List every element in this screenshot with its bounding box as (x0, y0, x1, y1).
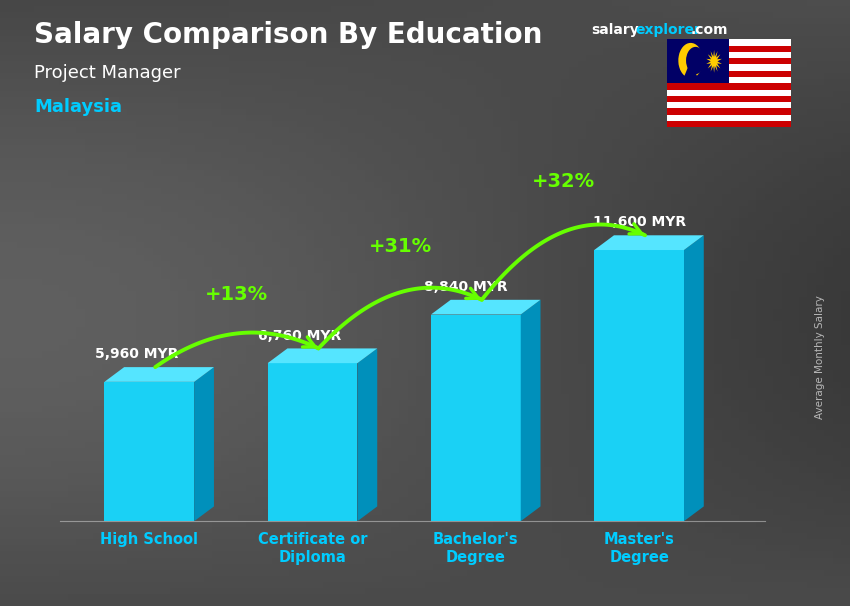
Text: 5,960 MYR: 5,960 MYR (94, 347, 178, 361)
Polygon shape (684, 235, 704, 521)
Bar (667, 115, 790, 121)
Polygon shape (194, 367, 214, 521)
FancyBboxPatch shape (105, 382, 194, 521)
Polygon shape (358, 348, 377, 521)
Polygon shape (706, 50, 722, 73)
Text: +31%: +31% (369, 236, 432, 256)
Text: 6,760 MYR: 6,760 MYR (258, 328, 341, 342)
Text: +13%: +13% (206, 285, 269, 304)
Polygon shape (268, 348, 377, 363)
FancyBboxPatch shape (594, 250, 684, 521)
Polygon shape (431, 300, 541, 315)
Text: Salary Comparison By Education: Salary Comparison By Education (34, 21, 542, 49)
Bar (667, 108, 790, 115)
Bar (667, 77, 790, 84)
FancyBboxPatch shape (268, 363, 358, 521)
FancyBboxPatch shape (431, 315, 521, 521)
Bar (667, 39, 790, 45)
Text: salary: salary (591, 23, 638, 37)
Bar (667, 121, 790, 127)
Text: Average Monthly Salary: Average Monthly Salary (815, 296, 825, 419)
Bar (667, 45, 790, 52)
Text: 11,600 MYR: 11,600 MYR (592, 215, 686, 230)
Bar (667, 64, 790, 71)
Bar (667, 90, 790, 96)
Bar (667, 96, 790, 102)
Text: Malaysia: Malaysia (34, 98, 122, 116)
Bar (667, 39, 728, 84)
Text: Project Manager: Project Manager (34, 64, 180, 82)
Polygon shape (521, 300, 541, 521)
Polygon shape (105, 367, 214, 382)
Polygon shape (594, 235, 704, 250)
Bar (667, 71, 790, 77)
Text: .com: .com (690, 23, 728, 37)
Bar (667, 58, 790, 64)
Bar (667, 102, 790, 108)
Bar (667, 52, 790, 58)
Wedge shape (678, 43, 703, 76)
Text: +32%: +32% (532, 172, 595, 191)
Circle shape (686, 47, 706, 74)
Text: explorer: explorer (636, 23, 701, 37)
Bar (667, 83, 790, 90)
Text: 8,840 MYR: 8,840 MYR (424, 280, 507, 294)
